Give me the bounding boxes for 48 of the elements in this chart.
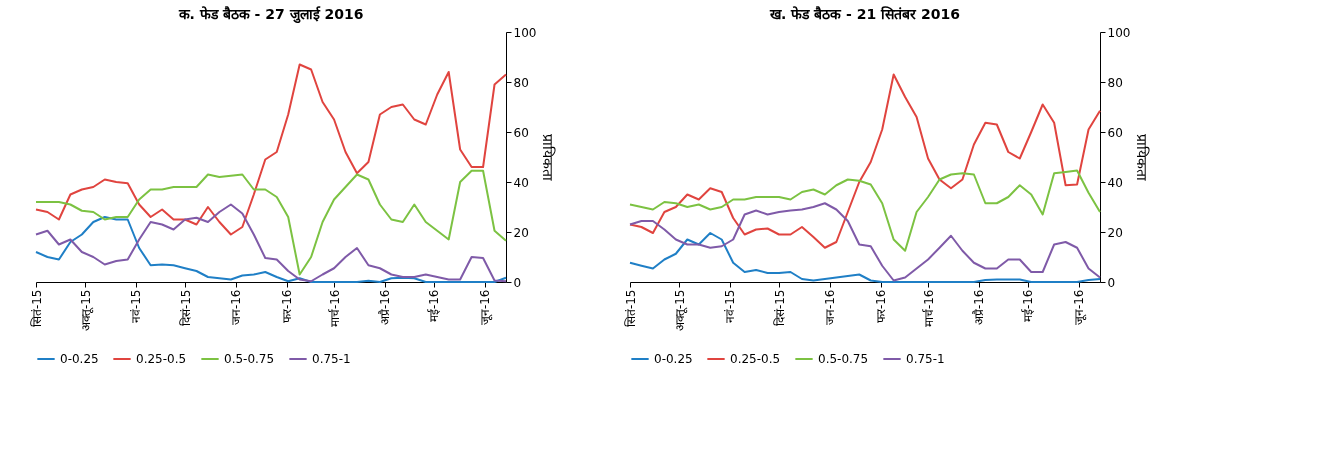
x-tick-label: मार्च-16 bbox=[921, 289, 936, 328]
legend-label: 0.5-0.75 bbox=[224, 352, 275, 366]
y-tick-label: 20 bbox=[1107, 225, 1123, 240]
legend-label: 0.75-1 bbox=[312, 352, 351, 366]
chart-title: क. फेड बैठक - 27 जुलाई 2016 bbox=[177, 6, 364, 24]
line-series bbox=[35, 169, 507, 276]
legend-label: 0.25-0.5 bbox=[730, 352, 781, 366]
y-tick-label: 60 bbox=[513, 125, 529, 140]
y-tick-label: 40 bbox=[513, 175, 529, 190]
line-series bbox=[35, 63, 507, 236]
x-tick-label: जून-16 bbox=[478, 289, 494, 326]
x-tick-label: नवं-15 bbox=[723, 289, 738, 324]
y-axis-title: प्रायिकता bbox=[1134, 134, 1151, 181]
y-tick-label: 0 bbox=[513, 275, 522, 290]
x-tick-label: दिसं-15 bbox=[178, 289, 193, 327]
x-tick-label: दिसं-15 bbox=[772, 289, 787, 327]
y-tick-label: 80 bbox=[1107, 75, 1123, 90]
x-tick-label: मई-16 bbox=[427, 289, 442, 323]
legend-label: 0.25-0.5 bbox=[136, 352, 187, 366]
x-tick-label: जून-16 bbox=[1072, 289, 1088, 326]
x-tick-label: जन-16 bbox=[823, 289, 838, 326]
y-tick-label: 100 bbox=[1107, 25, 1131, 40]
x-tick-label: अक्तू-15 bbox=[78, 289, 94, 332]
line-series bbox=[629, 73, 1101, 249]
line-series bbox=[629, 169, 1101, 252]
y-axis-title: प्रायिकता bbox=[540, 134, 557, 181]
x-tick-label: सितं-15 bbox=[29, 289, 44, 328]
y-tick-label: 40 bbox=[1107, 175, 1123, 190]
y-tick-label: 80 bbox=[513, 75, 529, 90]
x-tick-label: अप्रै-16 bbox=[972, 289, 987, 326]
legend-label: 0.75-1 bbox=[906, 352, 945, 366]
legend-label: 0.5-0.75 bbox=[818, 352, 869, 366]
x-tick-label: जन-16 bbox=[229, 289, 244, 326]
x-tick-label: अक्तू-15 bbox=[672, 289, 688, 332]
x-tick-label: मार्च-16 bbox=[327, 289, 342, 328]
x-tick-label: मई-16 bbox=[1021, 289, 1036, 323]
x-tick-label: नवं-15 bbox=[129, 289, 144, 324]
x-tick-label: फर-16 bbox=[874, 289, 889, 324]
chart-title: ख. फेड बैठक - 21 सितंबर 2016 bbox=[769, 6, 960, 22]
x-tick-label: फर-16 bbox=[280, 289, 295, 324]
y-tick-label: 100 bbox=[513, 25, 537, 40]
legend-label: 0-0.25 bbox=[654, 352, 693, 366]
y-tick-label: 20 bbox=[513, 225, 529, 240]
y-tick-label: 0 bbox=[1107, 275, 1116, 290]
x-tick-label: सितं-15 bbox=[623, 289, 638, 328]
x-tick-label: अप्रै-16 bbox=[378, 289, 393, 326]
legend-label: 0-0.25 bbox=[60, 352, 99, 366]
y-tick-label: 60 bbox=[1107, 125, 1123, 140]
